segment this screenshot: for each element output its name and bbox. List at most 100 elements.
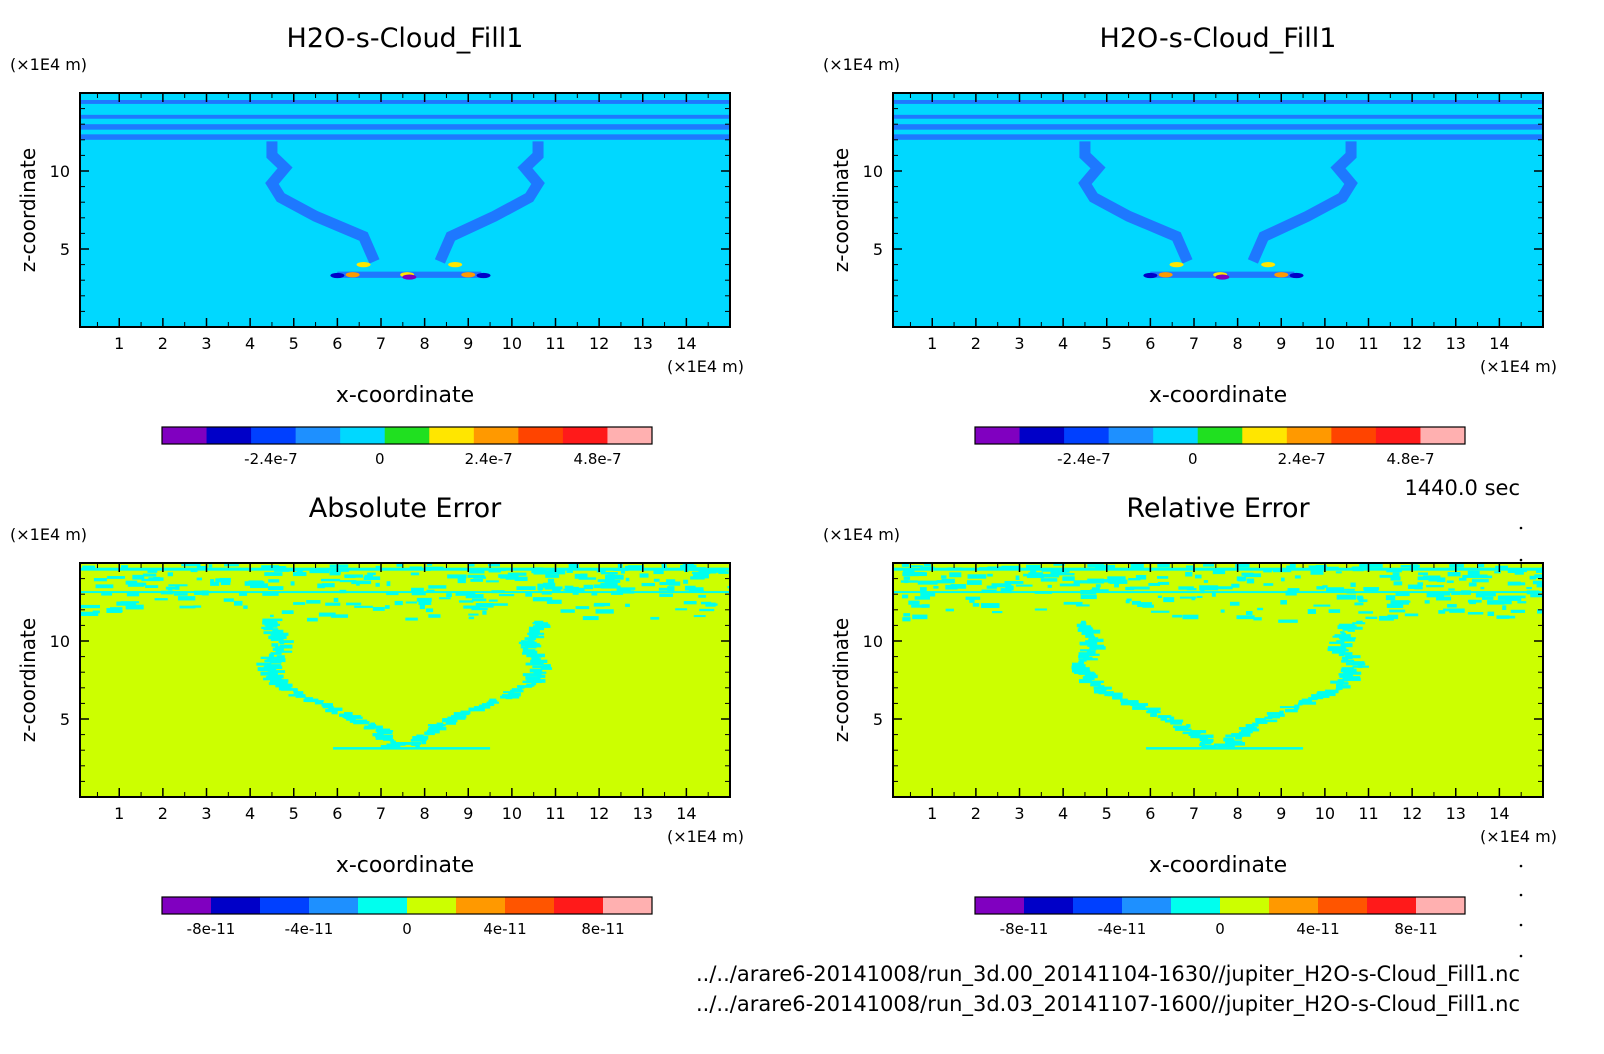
error-speck bbox=[265, 623, 280, 627]
error-speck bbox=[1308, 697, 1318, 701]
error-speck bbox=[344, 574, 363, 578]
cloud-hotspot bbox=[461, 272, 476, 278]
error-speck bbox=[1078, 661, 1085, 664]
x-tick-label: 6 bbox=[1145, 804, 1155, 823]
time-label: 1440.0 sec bbox=[1404, 476, 1520, 500]
error-speck bbox=[1213, 586, 1233, 590]
error-speck bbox=[1335, 688, 1341, 691]
chart-title: H2O-s-Cloud_Fill1 bbox=[1100, 23, 1337, 54]
error-speck bbox=[1142, 707, 1161, 710]
error-speck bbox=[1174, 727, 1189, 731]
colorbar-swatch bbox=[1073, 897, 1123, 914]
colorbar-swatch bbox=[1367, 897, 1417, 914]
error-speck bbox=[967, 574, 987, 579]
error-speck bbox=[1130, 563, 1144, 569]
colorbar-swatch bbox=[1331, 427, 1377, 444]
error-speck bbox=[965, 596, 981, 600]
error-speck bbox=[1328, 609, 1341, 613]
error-speck bbox=[639, 573, 649, 578]
cloud-band bbox=[80, 124, 730, 130]
error-speck bbox=[1278, 713, 1285, 717]
x-tick-label: 5 bbox=[1102, 334, 1112, 353]
error-speck bbox=[411, 592, 426, 596]
error-speck bbox=[239, 591, 248, 596]
error-speck bbox=[295, 695, 306, 698]
error-speck bbox=[1467, 612, 1484, 615]
error-speck bbox=[426, 730, 440, 734]
error-speck bbox=[318, 612, 336, 617]
error-speck bbox=[699, 608, 715, 612]
x-tick-label: 11 bbox=[545, 334, 565, 353]
chart-panel-4: Relative Error(×1E4 m)1 2 3 4 5 6 7 8 9 10 11 12 13 1… bbox=[823, 493, 1557, 938]
error-speck bbox=[1157, 563, 1170, 568]
colorbar-tick-label: -4e-11 bbox=[285, 920, 334, 938]
cloud-band bbox=[80, 134, 730, 140]
x-tick-label: 2 bbox=[158, 804, 168, 823]
error-speck bbox=[1347, 629, 1355, 632]
error-speck bbox=[411, 743, 417, 746]
x-tick-label: 10 bbox=[1315, 804, 1335, 823]
error-speck bbox=[1338, 637, 1356, 640]
error-speck bbox=[666, 579, 676, 584]
error-speck bbox=[1112, 697, 1121, 700]
plot-frame bbox=[892, 92, 1544, 328]
error-speck bbox=[264, 572, 283, 576]
error-speck bbox=[1255, 721, 1268, 724]
error-speck bbox=[524, 637, 536, 640]
error-speck bbox=[659, 593, 674, 597]
error-speck bbox=[1363, 587, 1379, 592]
cloud-hotspot bbox=[1143, 272, 1158, 279]
error-speck bbox=[1471, 579, 1489, 583]
colorbar-tick-label: -8e-11 bbox=[187, 920, 236, 938]
colorbar-swatch bbox=[1197, 427, 1243, 444]
error-speck bbox=[270, 652, 282, 655]
x-tick-label: 8 bbox=[420, 334, 430, 353]
error-speck bbox=[142, 573, 157, 577]
error-speck bbox=[911, 604, 927, 608]
error-speck bbox=[1157, 715, 1172, 719]
error-speck bbox=[1199, 743, 1206, 747]
error-speck bbox=[1494, 571, 1501, 574]
error-speck bbox=[196, 563, 201, 569]
error-speck bbox=[272, 637, 284, 641]
error-speck bbox=[1287, 588, 1300, 592]
error-speck bbox=[909, 565, 924, 568]
x-tick-label: 8 bbox=[1233, 334, 1243, 353]
error-speck bbox=[325, 602, 341, 606]
chart-title: Absolute Error bbox=[309, 493, 502, 524]
error-speck bbox=[991, 583, 1012, 588]
error-speck bbox=[1482, 596, 1494, 600]
x-tick-label: 3 bbox=[201, 804, 211, 823]
error-speck bbox=[351, 580, 372, 585]
error-speck bbox=[1225, 734, 1243, 738]
colorbar-tick-label: 4.8e-7 bbox=[574, 450, 622, 468]
error-speck bbox=[575, 606, 590, 610]
error-speck bbox=[1229, 601, 1240, 606]
error-speck bbox=[1089, 647, 1097, 651]
error-speck bbox=[565, 586, 579, 591]
error-speck bbox=[1196, 595, 1203, 598]
error-speck bbox=[625, 603, 630, 607]
error-speck bbox=[1362, 563, 1383, 568]
error-speck bbox=[503, 691, 515, 694]
error-speck bbox=[1331, 650, 1346, 654]
error-speck bbox=[1188, 733, 1200, 737]
error-speck bbox=[475, 602, 494, 608]
x-tick-label: 11 bbox=[1358, 804, 1378, 823]
error-speck bbox=[411, 587, 424, 592]
error-speck bbox=[507, 572, 527, 576]
error-speck bbox=[1203, 739, 1214, 742]
error-speck bbox=[1356, 595, 1363, 600]
error-speck bbox=[520, 643, 540, 646]
error-speck bbox=[1078, 658, 1098, 661]
error-speck bbox=[593, 584, 612, 589]
error-speck bbox=[1459, 577, 1467, 581]
error-speck bbox=[1150, 610, 1170, 613]
error-speck bbox=[1026, 564, 1041, 570]
cloud-hotspot bbox=[1169, 262, 1184, 268]
error-speck bbox=[346, 718, 356, 721]
file-path-1: ../../arare6-20141008/run_3d.00_20141104… bbox=[696, 962, 1520, 987]
error-speck bbox=[1393, 581, 1403, 586]
error-speck bbox=[1199, 585, 1219, 591]
